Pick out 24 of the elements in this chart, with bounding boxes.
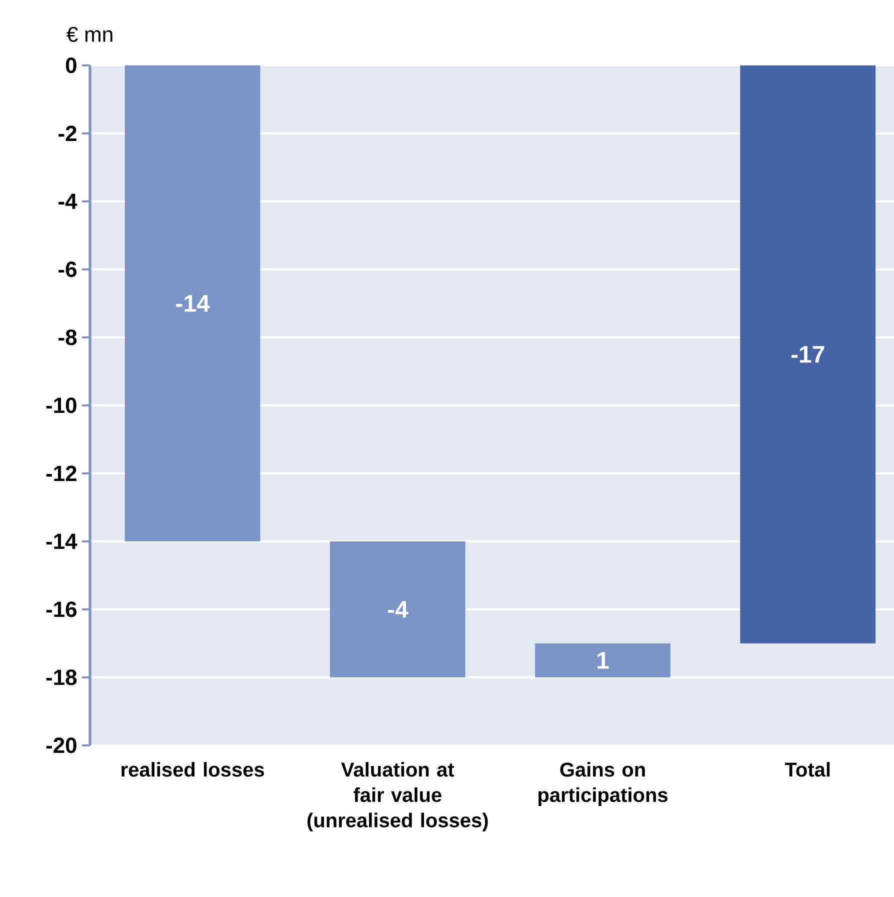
data-label: 1	[598, 652, 609, 669]
bar	[330, 541, 466, 678]
bar	[535, 643, 670, 678]
x-tick-label: Total	[784, 762, 830, 777]
y-tick-label: -18	[46, 670, 77, 686]
x-tick-label: realised losses	[122, 762, 264, 777]
bar	[740, 65, 876, 644]
y-tick-label: -8	[58, 330, 77, 346]
y-tick-label: -10	[46, 398, 76, 414]
y-tick-label: -12	[46, 466, 76, 482]
y-axis-title: € mn	[66, 26, 112, 42]
y-tick-label: 0	[66, 58, 76, 74]
data-label: -4	[388, 601, 408, 618]
x-tick-label: Valuation at fair value (unrealised losses)	[308, 762, 488, 832]
bar	[124, 65, 260, 542]
x-tick-label: Gains on participations	[538, 762, 668, 806]
y-tick-label: -16	[46, 602, 76, 618]
y-tick-label: -4	[58, 194, 78, 209]
y-tick-label: -6	[58, 262, 76, 278]
data-label: -17	[791, 346, 824, 363]
y-tick-label: -2	[58, 126, 76, 142]
data-label: -14	[176, 295, 210, 312]
y-tick-label: -14	[46, 534, 78, 549]
y-tick-label: -20	[46, 738, 76, 754]
